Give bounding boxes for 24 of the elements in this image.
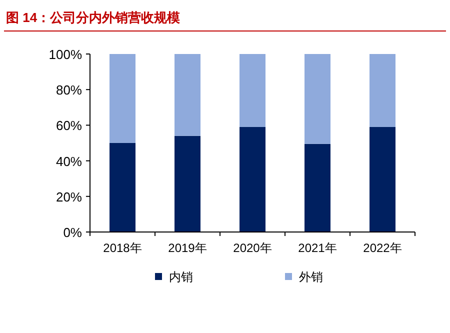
bar	[240, 126, 266, 232]
bar	[174, 136, 200, 232]
x-tick-label: 2018年	[103, 241, 142, 255]
x-tick-label: 2020年	[233, 241, 272, 255]
chart-title: 图 14：公司分内外销营收规模	[6, 10, 180, 25]
bar	[304, 144, 330, 232]
y-tick-label: 60%	[56, 118, 82, 134]
x-tick-label: 2021年	[298, 241, 337, 255]
bar	[304, 54, 330, 144]
bar	[110, 143, 136, 232]
bar	[370, 126, 396, 232]
bar	[240, 54, 266, 127]
bar	[110, 54, 136, 143]
legend-label: 外销	[299, 270, 323, 284]
y-tick-label: 0%	[63, 225, 82, 240]
x-tick-label: 2022年	[363, 241, 402, 255]
y-tick-label: 40%	[56, 154, 82, 169]
x-tick-label: 2019年	[168, 241, 207, 255]
legend-label: 内销	[169, 270, 193, 284]
bar	[370, 54, 396, 127]
y-tick-label: 80%	[56, 82, 82, 98]
y-tick-label: 100%	[48, 47, 82, 62]
bar	[174, 54, 200, 136]
y-tick-label: 20%	[56, 189, 82, 204]
